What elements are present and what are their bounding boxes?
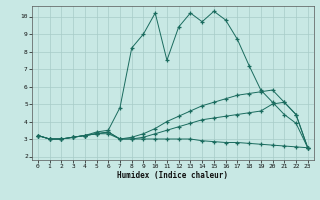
X-axis label: Humidex (Indice chaleur): Humidex (Indice chaleur)	[117, 171, 228, 180]
